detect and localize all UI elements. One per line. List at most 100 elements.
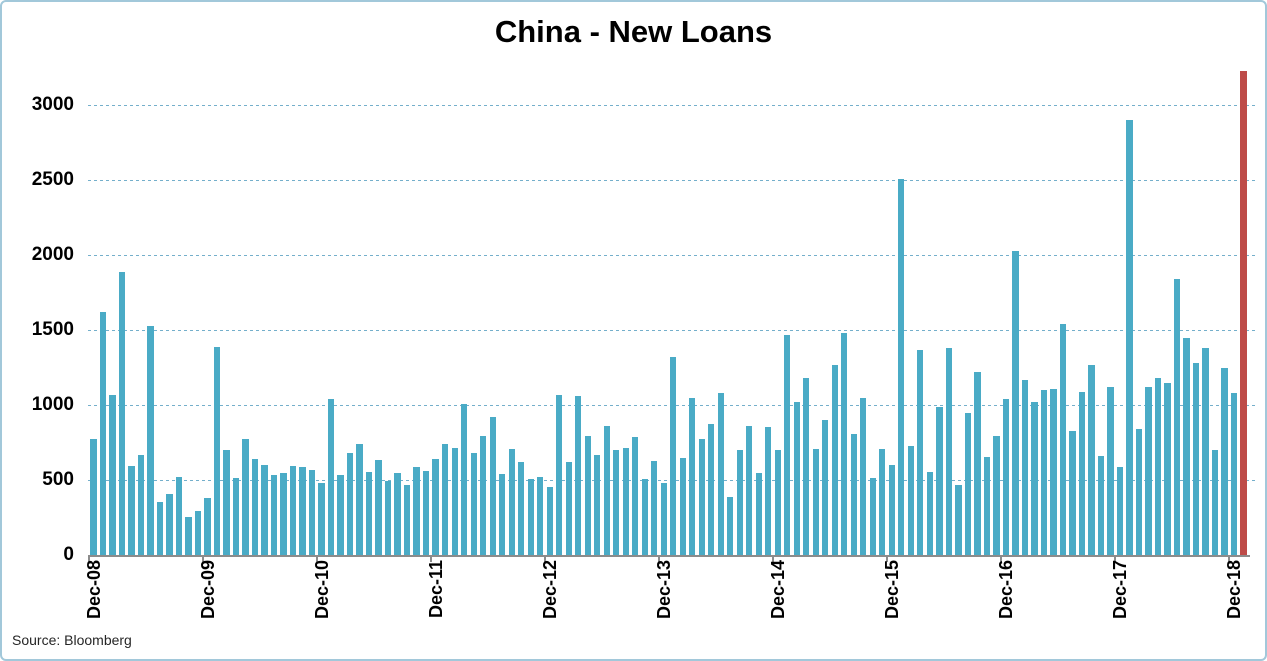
- bar: [774, 450, 781, 555]
- bar: [137, 455, 145, 555]
- highlight-bar: [1240, 70, 1247, 555]
- bar: [831, 364, 838, 555]
- bar: [556, 394, 563, 555]
- bar: [99, 312, 107, 555]
- bar: [1192, 363, 1200, 555]
- y-axis-label: 0: [63, 544, 74, 565]
- bar: [622, 448, 629, 555]
- x-axis-tick: [202, 557, 205, 562]
- bar: [461, 403, 468, 555]
- bar: [1183, 337, 1190, 555]
- bar: [670, 357, 677, 555]
- x-axis-tick: [886, 557, 889, 562]
- gridline: [88, 255, 1256, 256]
- bar: [1031, 402, 1038, 555]
- bar: [1002, 399, 1010, 555]
- bar: [242, 438, 249, 555]
- bar: [841, 333, 848, 555]
- bar: [1164, 382, 1171, 555]
- bar: [318, 482, 325, 555]
- bar: [1107, 387, 1114, 555]
- bar: [803, 378, 810, 555]
- bar: [917, 349, 924, 555]
- x-axis-label: Dec-15: [881, 560, 902, 620]
- bar: [1097, 455, 1105, 555]
- bar: [280, 473, 287, 555]
- x-axis-tick: [772, 557, 775, 562]
- bar: [603, 425, 610, 555]
- bar: [299, 466, 306, 555]
- bar: [594, 454, 601, 555]
- bar: [613, 450, 620, 555]
- bar: [1088, 364, 1095, 555]
- bar: [422, 470, 430, 555]
- bar: [1059, 324, 1067, 555]
- bar: [128, 466, 135, 555]
- bar: [451, 448, 458, 555]
- bar: [1202, 348, 1209, 555]
- bar: [651, 461, 658, 555]
- bar: [1211, 450, 1219, 555]
- bar: [413, 466, 420, 555]
- bar: [175, 477, 183, 555]
- y-axis-label: 2500: [31, 169, 74, 190]
- bar: [232, 478, 240, 555]
- bar: [213, 346, 221, 555]
- bar: [641, 479, 648, 555]
- bar: [717, 393, 724, 555]
- bar: [308, 470, 316, 555]
- x-axis-label: Dec-16: [995, 560, 1016, 620]
- bar: [945, 348, 952, 555]
- x-axis-label: Dec-18: [1223, 560, 1244, 620]
- bar: [765, 427, 772, 555]
- y-axis-label: 3000: [31, 94, 74, 115]
- gridline: [88, 180, 1256, 181]
- bar: [755, 472, 762, 555]
- bar: [1078, 391, 1086, 555]
- bar: [926, 471, 933, 555]
- x-axis-label: Dec-10: [311, 560, 332, 620]
- bar: [251, 459, 259, 555]
- bar: [964, 412, 971, 555]
- x-axis-tick: [88, 557, 90, 562]
- bar: [679, 458, 686, 555]
- bar: [90, 439, 97, 555]
- bar: [708, 424, 715, 555]
- bar: [365, 472, 373, 555]
- bar: [480, 436, 487, 555]
- bar: [1116, 467, 1124, 555]
- source-note: Source: Bloomberg: [12, 632, 132, 648]
- bar: [632, 436, 639, 555]
- bar: [850, 433, 857, 555]
- bar: [1173, 279, 1181, 555]
- bar: [1221, 367, 1228, 555]
- y-axis-label: 1500: [31, 319, 74, 340]
- bar: [727, 497, 734, 555]
- bar: [698, 438, 705, 555]
- bar: [403, 484, 411, 555]
- bar: [194, 510, 202, 555]
- x-axis-tick: [1114, 557, 1117, 562]
- bar: [983, 457, 991, 555]
- bar: [156, 501, 164, 555]
- bar: [736, 449, 743, 555]
- bar: [660, 482, 667, 555]
- bar: [508, 449, 515, 555]
- bar: [441, 444, 449, 555]
- bar: [356, 444, 363, 555]
- x-axis-label: Dec-08: [83, 560, 103, 620]
- bar: [822, 419, 829, 555]
- chart-title: China - New Loans: [494, 14, 773, 49]
- bar: [812, 448, 819, 555]
- axis-line: [88, 555, 1250, 557]
- bar: [518, 461, 525, 555]
- x-axis-label: Dec-17: [1109, 560, 1130, 620]
- bar: [879, 448, 886, 555]
- bar: [1230, 393, 1238, 555]
- x-axis-tick: [1000, 557, 1003, 562]
- bar: [1040, 390, 1048, 555]
- gridline: [88, 330, 1256, 331]
- bar: [907, 445, 914, 555]
- bar: [565, 462, 572, 555]
